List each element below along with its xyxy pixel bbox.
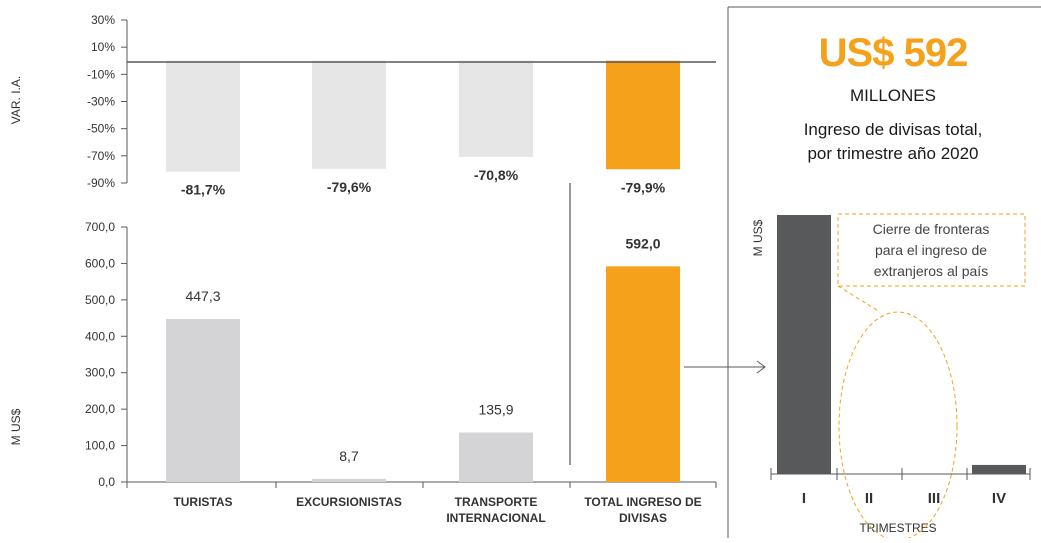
top-bar [606,60,680,170]
top-bar [459,60,533,157]
bottom-category-labels: TURISTAS EXCURSIONISTAS TRANSPORTE INTERNAC… [173,495,701,525]
bottom-category-label: DIVISAS [619,511,667,525]
quarter-bars [777,215,1026,474]
bottom-value-label: 135,9 [478,401,513,417]
top-value-label: -70,8% [474,167,519,183]
bottom-y-tick-label: 600,0 [85,256,115,270]
bottom-y-tick-label: 500,0 [85,293,115,307]
connector-arrow [684,360,766,374]
caption-line-1: Ingreso de divisas total, [804,120,983,139]
bottom-y-tick-label: 200,0 [85,402,115,416]
bottom-y-axis-label: M US$ [9,408,23,445]
bottom-y-tick-label: 700,0 [85,220,115,234]
variation-chart: VAR. I.A. 30% 10% -10% -30% -50% -70% -90% -81… [9,13,716,198]
top-bar [166,60,240,172]
closure-highlight-ellipse [838,311,958,541]
quarter-bar [972,464,1026,474]
top-value-label: -79,6% [327,179,372,195]
annotation-line: para el ingreso de [875,242,987,258]
bottom-category-label: TURISTAS [173,495,232,509]
quarterly-panel: US$ 592 MILLONES Ingreso de divisas tota… [727,6,1041,541]
quarter-category-label: I [802,490,806,507]
bottom-category-label: EXCURSIONISTAS [296,495,402,509]
top-bars [166,60,680,172]
headline-unit: MILLONES [850,86,936,105]
bottom-category-label: INTERNACIONAL [446,511,545,525]
bottom-category-label: TOTAL INGRESO DE [584,495,701,509]
top-y-tick-label: 10% [91,40,115,54]
top-bar [312,60,386,169]
quarter-category-labels: I II III IV [802,490,1006,507]
quarter-bar [777,215,831,474]
top-value-labels: -81,7% -79,6% -70,8% -79,9% [181,167,666,198]
top-y-tick-label: -10% [87,67,115,81]
top-y-tick-label: 30% [91,13,115,27]
top-y-axis-label: VAR. I.A. [9,76,23,124]
bottom-bar [312,478,386,482]
top-y-ticks: 30% 10% -10% -30% -50% -70% -90% [87,13,127,190]
annotation-line: Cierre de fronteras [873,221,990,237]
annotation-text: Cierre de fronteras para el ingreso de ext… [873,221,990,279]
bottom-value-label: 592,0 [625,235,660,251]
top-y-tick-label: -70% [87,149,115,163]
bottom-bars [166,266,680,482]
quarter-category-label: II [865,490,873,507]
top-value-label: -81,7% [181,182,226,198]
bottom-bar [606,266,680,482]
top-y-tick-label: -50% [87,122,115,136]
bottom-y-tick-label: 100,0 [85,439,115,453]
top-y-tick-label: -90% [87,176,115,190]
quarter-y-axis-label: M US$ [751,219,765,256]
bottom-value-labels: 447,3 8,7 135,9 592,0 [185,235,660,463]
bottom-y-tick-label: 400,0 [85,329,115,343]
bottom-y-ticks: 700,0 600,0 500,0 400,0 300,0 200,0 100,0 0,0 [85,220,127,489]
bottom-bar [166,319,240,482]
annotation-box [837,213,1026,287]
top-value-label: -79,9% [621,179,666,195]
bottom-value-label: 447,3 [185,288,220,304]
caption-line-2: por trimestre año 2020 [807,144,978,163]
bottom-y-tick-label: 300,0 [85,366,115,380]
headline-amount: US$ 592 [819,31,968,75]
quarter-category-label: III [928,490,941,507]
bottom-category-label: TRANSPORTE [455,495,538,509]
bottom-x-ticks [126,482,717,488]
amount-chart: M US$ 700,0 600,0 500,0 400,0 300,0 200,0 100,… [9,220,717,525]
quarter-x-ticks [770,468,1031,480]
top-y-tick-label: -30% [87,95,115,109]
bottom-value-label: 8,7 [339,448,359,464]
bottom-y-tick-label: 0,0 [98,475,115,489]
annotation-line: extranjeros al país [874,263,988,279]
annotation-leader [837,285,881,313]
quarter-category-label: IV [992,490,1006,507]
quarter-x-axis-label: TRIMESTRES [859,521,936,535]
bottom-bar [459,432,533,482]
